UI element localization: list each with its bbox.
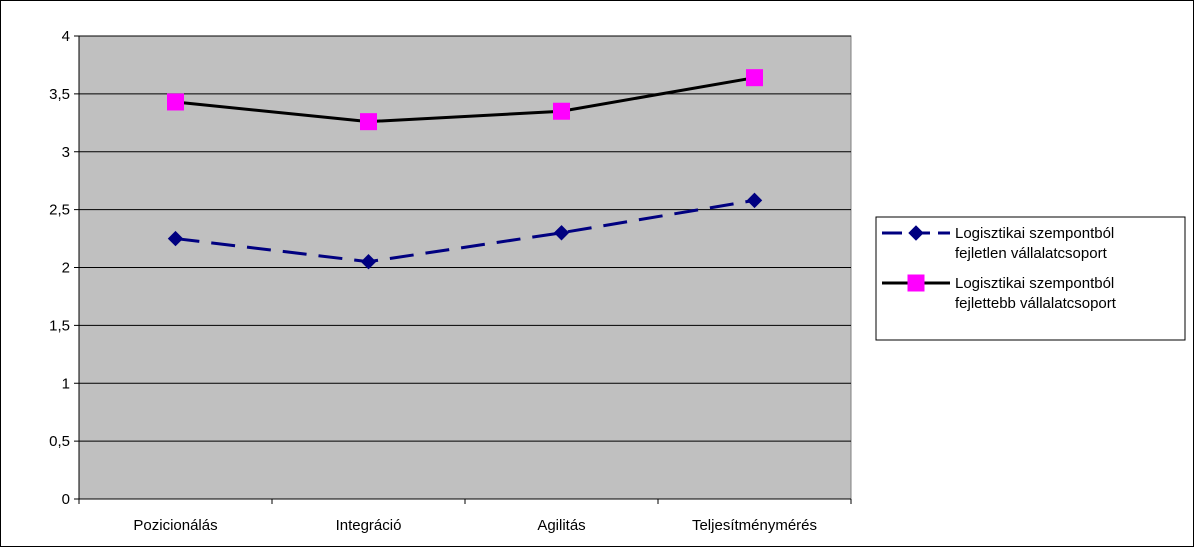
x-tick-label: Teljesítménymérés bbox=[692, 517, 817, 534]
series-layer bbox=[167, 69, 763, 270]
y-axis-ticks: 0 0,5 1 1,5 2 2,5 3 3,5 4 bbox=[49, 28, 79, 508]
legend-label: fejlettebb vállalatcsoport bbox=[955, 295, 1117, 312]
legend-marker bbox=[908, 225, 924, 241]
y-tick-label: 1 bbox=[62, 375, 70, 392]
data-point-marker bbox=[553, 225, 570, 241]
data-point-marker bbox=[746, 69, 763, 87]
series-2 bbox=[167, 69, 763, 131]
legend-label: fejletlen vállalatcsoport bbox=[955, 245, 1108, 262]
legend-entry-2: Logisztikai szempontból fejlettebb vállal… bbox=[882, 274, 1117, 312]
data-point-marker bbox=[360, 254, 377, 270]
gridlines bbox=[79, 35, 851, 442]
data-point-marker bbox=[360, 113, 377, 131]
x-tick-label: Integráció bbox=[336, 517, 402, 534]
legend-marker bbox=[907, 274, 925, 292]
y-tick-label: 3,5 bbox=[49, 86, 70, 103]
y-tick-label: 0 bbox=[62, 491, 70, 508]
x-tick-label: Agilitás bbox=[537, 517, 585, 534]
y-tick-label: 0,5 bbox=[49, 433, 70, 450]
data-point-marker bbox=[167, 93, 184, 111]
y-tick-label: 3 bbox=[62, 144, 70, 161]
legend-label: Logisztikai szempontból bbox=[955, 275, 1114, 292]
data-point-marker bbox=[746, 192, 763, 209]
y-tick-label: 2,5 bbox=[49, 202, 70, 219]
x-axis-ticks: Pozicionálás Integráció Agilitás Teljesítmé… bbox=[78, 499, 852, 534]
legend-label: Logisztikai szempontból bbox=[955, 225, 1114, 242]
y-tick-label: 1,5 bbox=[49, 317, 70, 334]
legend: Logisztikai szempontból fejletlen vállala… bbox=[875, 216, 1186, 341]
legend-box bbox=[875, 216, 1186, 341]
data-point-marker bbox=[167, 230, 184, 247]
legend-entry-1: Logisztikai szempontból fejletlen vállala… bbox=[882, 225, 1114, 262]
x-tick-label: Pozicionálás bbox=[133, 517, 217, 534]
y-tick-label: 2 bbox=[62, 260, 70, 277]
y-tick-label: 4 bbox=[62, 28, 70, 45]
data-point-marker bbox=[553, 102, 570, 120]
series-line bbox=[175, 198, 755, 264]
series-1 bbox=[167, 192, 763, 270]
series-line bbox=[175, 76, 755, 124]
